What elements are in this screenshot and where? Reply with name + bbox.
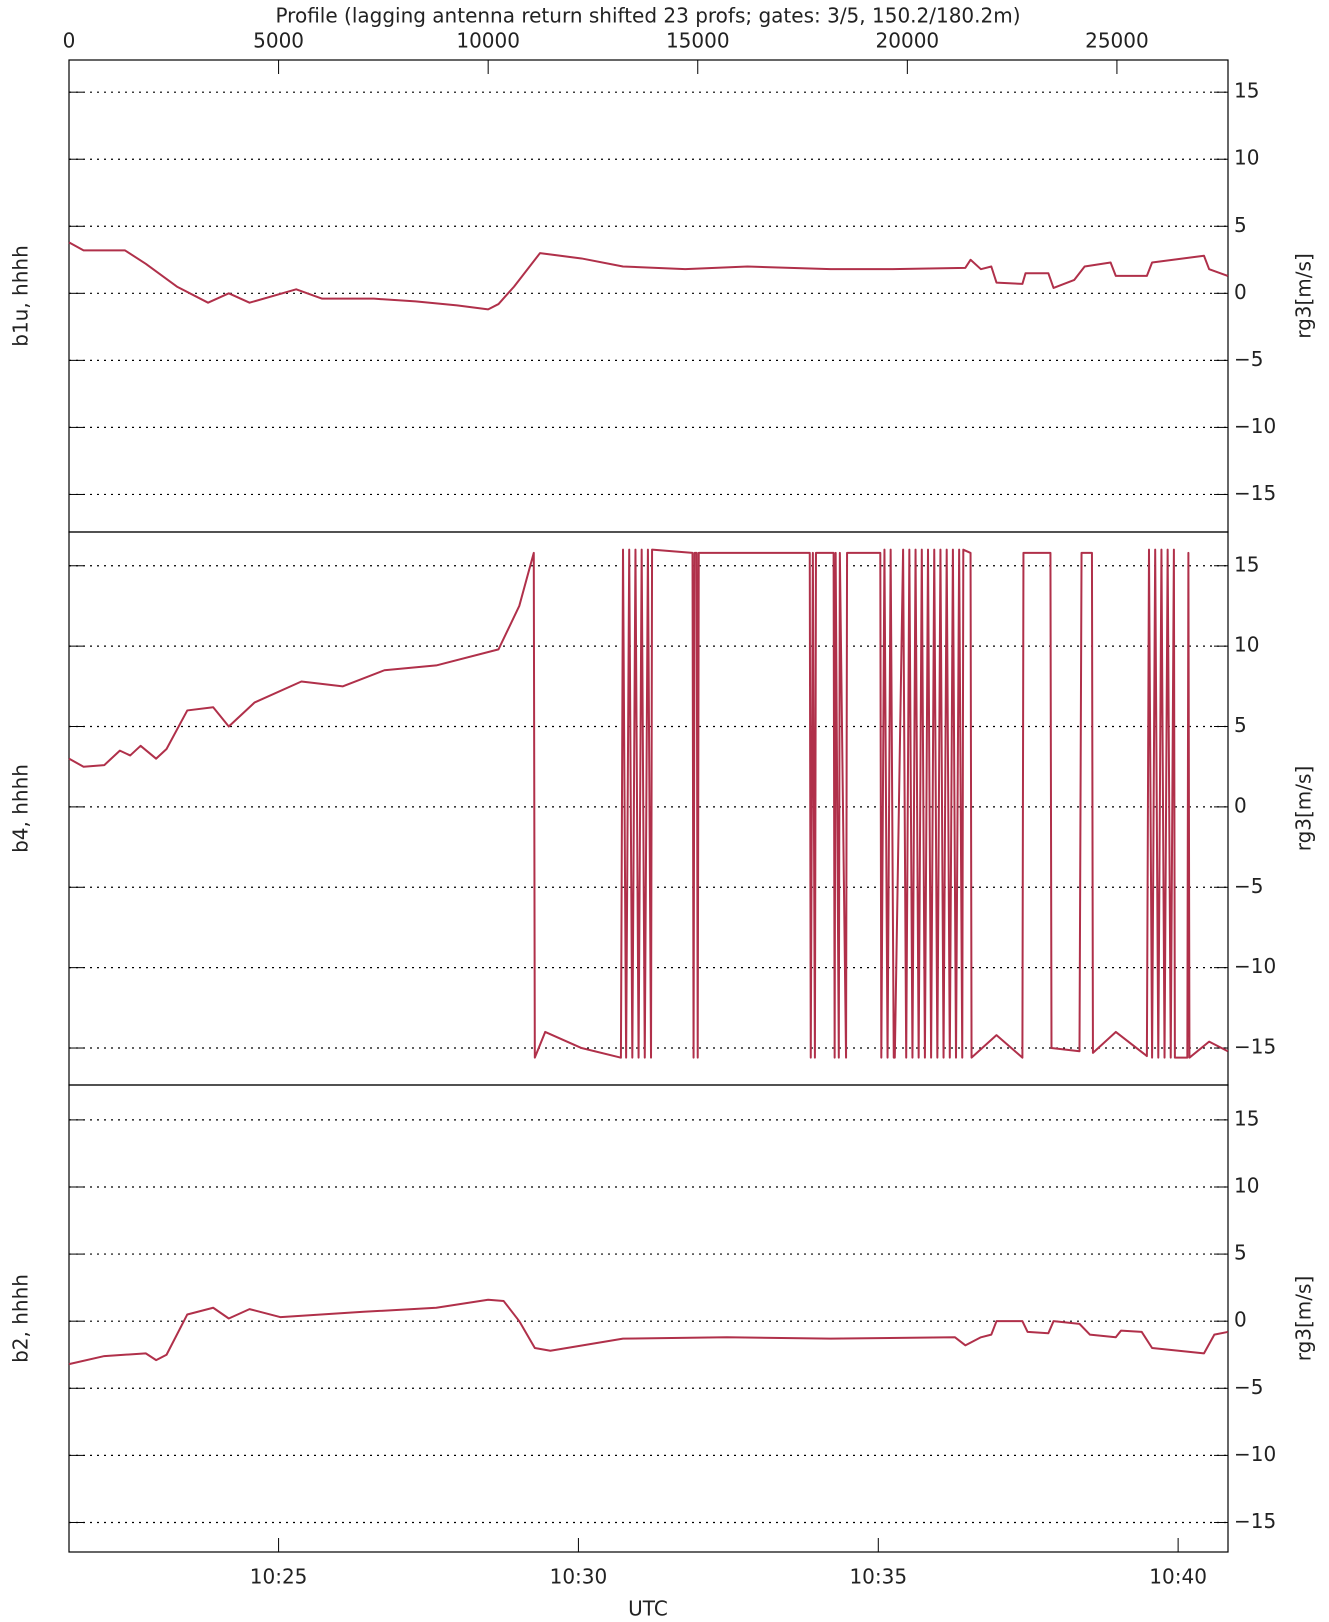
x-tick-label: 15000: [666, 29, 730, 53]
y-axis-label: b2, hhhh: [9, 1274, 33, 1363]
y-tick-label: −15: [1234, 481, 1276, 505]
x-axis-label: UTC: [628, 1597, 668, 1621]
y-tick-label: 0: [1234, 280, 1247, 304]
y-tick-label: −10: [1234, 954, 1276, 978]
y-tick-label: 0: [1234, 1308, 1247, 1332]
x-tick-label: 10:35: [849, 1565, 907, 1589]
y2-axis-label: rg3[m/s]: [1292, 766, 1316, 852]
plot-frame: [68, 1084, 1229, 1553]
x-tick-label: 10:30: [550, 1565, 608, 1589]
y-tick-label: 5: [1234, 213, 1247, 237]
y-tick-label: 10: [1234, 146, 1259, 170]
data-line: [68, 241, 1229, 311]
y-tick-label: 15: [1234, 79, 1259, 103]
x-tick-label: 0: [63, 29, 76, 53]
y-tick-label: −10: [1234, 1442, 1276, 1466]
x-tick-label: 10:25: [250, 1565, 308, 1589]
y2-axis-label: rg3[m/s]: [1292, 253, 1316, 339]
y-tick-label: 0: [1234, 793, 1247, 817]
y-tick-label: 15: [1234, 1106, 1259, 1130]
y-axis-label: b1u, hhhh: [9, 245, 33, 347]
plot-frame: [68, 59, 1229, 533]
y-tick-label: −5: [1234, 1375, 1263, 1399]
y-tick-label: −5: [1234, 347, 1263, 371]
x-tick-label: 20000: [876, 29, 940, 53]
y-axis-label: b4, hhhh: [9, 764, 33, 853]
x-tick-label: 5000: [253, 29, 304, 53]
y-tick-label: 5: [1234, 1241, 1247, 1265]
y-tick-label: −5: [1234, 874, 1263, 898]
chart-title: Profile (lagging antenna return shifted …: [275, 4, 1020, 28]
data-line: [68, 1298, 1229, 1366]
x-tick-label: 10000: [456, 29, 520, 53]
x-tick-label: 10:40: [1149, 1565, 1207, 1589]
x-tick-label: 25000: [1085, 29, 1149, 53]
y2-axis-label: rg3[m/s]: [1292, 1276, 1316, 1362]
y-tick-label: 5: [1234, 713, 1247, 737]
y-tick-label: −15: [1234, 1509, 1276, 1533]
y-tick-label: −10: [1234, 414, 1276, 438]
y-tick-label: −15: [1234, 1035, 1276, 1059]
data-line: [68, 548, 1229, 1059]
y-tick-label: 15: [1234, 552, 1259, 576]
y-tick-label: 10: [1234, 1173, 1259, 1197]
y-tick-label: 10: [1234, 633, 1259, 657]
